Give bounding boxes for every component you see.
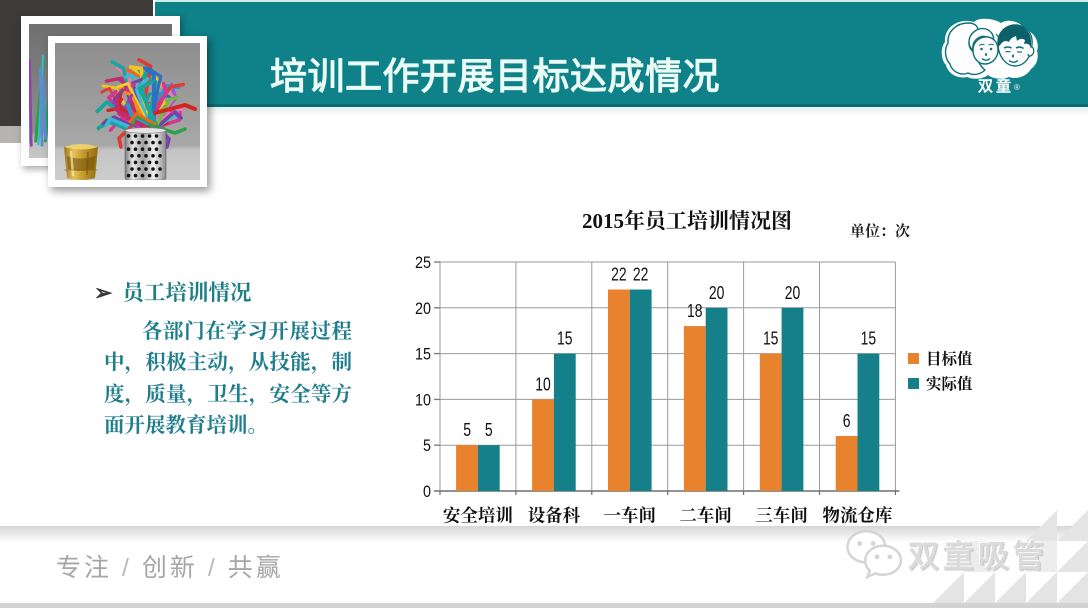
svg-text:18: 18	[687, 301, 703, 321]
svg-text:10: 10	[535, 374, 551, 394]
svg-text:一车间: 一车间	[604, 506, 657, 526]
svg-text:实际值: 实际值	[926, 374, 973, 393]
svg-text:20: 20	[709, 283, 725, 303]
svg-text:三车间: 三车间	[755, 506, 808, 526]
svg-text:25: 25	[415, 253, 431, 272]
svg-text:2015年员工培训情况图: 2015年员工培训情况图	[582, 209, 792, 233]
svg-text:15: 15	[557, 329, 573, 349]
svg-text:目标值: 目标值	[926, 349, 973, 368]
svg-text:10: 10	[415, 390, 431, 409]
svg-text:0: 0	[423, 482, 431, 501]
svg-text:22: 22	[611, 265, 627, 285]
svg-text:单位：次: 单位：次	[850, 222, 910, 240]
svg-text:®: ®	[1014, 83, 1020, 92]
svg-text:设备科: 设备科	[528, 506, 581, 526]
svg-text:5: 5	[485, 420, 493, 440]
svg-text:安全培训: 安全培训	[443, 506, 513, 526]
svg-text:20: 20	[415, 299, 431, 318]
svg-text:物流仓库: 物流仓库	[823, 506, 893, 526]
svg-text:15: 15	[763, 329, 779, 349]
svg-text:15: 15	[861, 329, 877, 349]
svg-text:22: 22	[633, 265, 649, 285]
svg-text:5: 5	[463, 420, 471, 440]
svg-text:20: 20	[785, 283, 801, 303]
svg-text:15: 15	[415, 345, 431, 364]
svg-text:二车间: 二车间	[679, 506, 732, 526]
svg-text:5: 5	[423, 436, 431, 455]
svg-text:6: 6	[843, 411, 851, 431]
svg-text:双童: 双童	[978, 77, 1014, 95]
